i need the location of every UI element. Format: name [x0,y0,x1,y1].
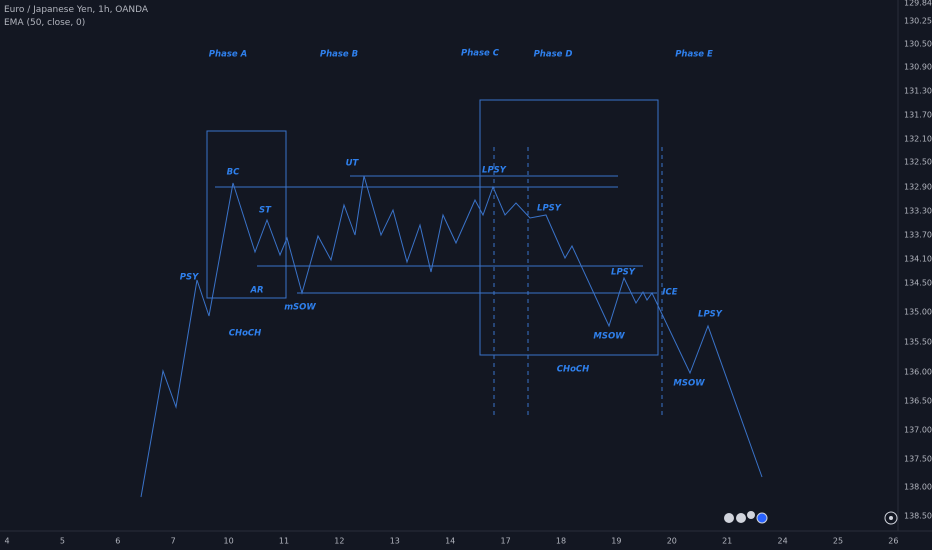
event-label: CHoCH [229,329,262,339]
event-icon[interactable] [756,512,768,524]
price-label: 133.700 [904,231,932,240]
price-label: 132.500 [904,158,932,167]
box [206,130,287,299]
event-label: LPSY [537,204,562,214]
time-label: 14 [445,537,455,546]
indicator-label: EMA (50, close, 0) [4,18,85,28]
price-label: 132.100 [904,135,932,144]
event-label: ICE [662,288,677,298]
time-label: 4 [4,537,9,546]
price-label: 134.500 [904,279,932,288]
phase-label: Phase C [461,49,500,59]
event-label: CHoCH [557,365,590,375]
time-label: 20 [667,537,677,546]
symbol-title: Euro / Japanese Yen, 1h, OANDA [4,5,149,15]
phase-label: Phase A [209,50,247,60]
box [479,99,659,356]
price-label: 132.900 [904,183,932,192]
time-label: 5 [60,537,65,546]
price-label: 138.000 [904,483,932,492]
event-label: PSY [180,273,199,283]
phase-label: Phase E [675,50,713,60]
event-label: UT [346,159,360,169]
price-label: 135.000 [904,308,932,317]
time-label: 18 [556,537,566,546]
price-label: 130.900 [904,63,932,72]
price-label: 135.500 [904,338,932,347]
price-label: 129.840 [904,0,932,8]
time-label: 17 [501,537,511,546]
time-label: 21 [722,537,732,546]
event-label: MSOW [673,379,705,389]
time-label: 7 [171,537,176,546]
event-label: LPSY [482,166,507,176]
event-icon[interactable] [724,513,734,523]
event-label: AR [249,286,263,296]
time-label: 12 [334,537,344,546]
price-label: 134.100 [904,255,932,264]
event-icon[interactable] [736,513,746,523]
time-label: 10 [224,537,234,546]
price-axis: 129.840 130.250 130.500 130.900 131.300 131.7… [904,0,932,521]
price-label: 137.000 [904,426,932,435]
event-label: MSOW [593,332,625,342]
price-label: 130.500 [904,40,932,49]
time-label: 19 [611,537,621,546]
event-label: mSOW [284,303,316,313]
event-label: LPSY [698,310,723,320]
time-label: 13 [390,537,400,546]
time-label: 26 [888,537,898,546]
price-label: 138.500 [904,512,932,521]
settings-icon[interactable] [884,511,898,525]
time-label: 6 [115,537,120,546]
event-label: LPSY [611,268,636,278]
settings-icon-dot [889,516,893,520]
time-label: 24 [778,537,788,546]
event-label: BC [227,168,240,178]
event-label: ST [259,206,272,216]
price-path [140,175,763,498]
price-label: 133.300 [904,207,932,216]
phase-label: Phase D [534,50,573,60]
time-axis: 4 5 6 7 10 11 12 13 14 17 18 19 20 21 24 25 26 [4,537,898,546]
price-label: 136.000 [904,368,932,377]
price-label: 130.250 [904,17,932,26]
price-label: 136.500 [904,397,932,406]
event-icon[interactable] [747,511,755,519]
phase-label: Phase B [320,50,358,60]
price-label: 131.700 [904,111,932,120]
price-label: 137.500 [904,455,932,464]
price-label: 131.300 [904,87,932,96]
time-label: 25 [833,537,843,546]
time-label: 11 [279,537,289,546]
